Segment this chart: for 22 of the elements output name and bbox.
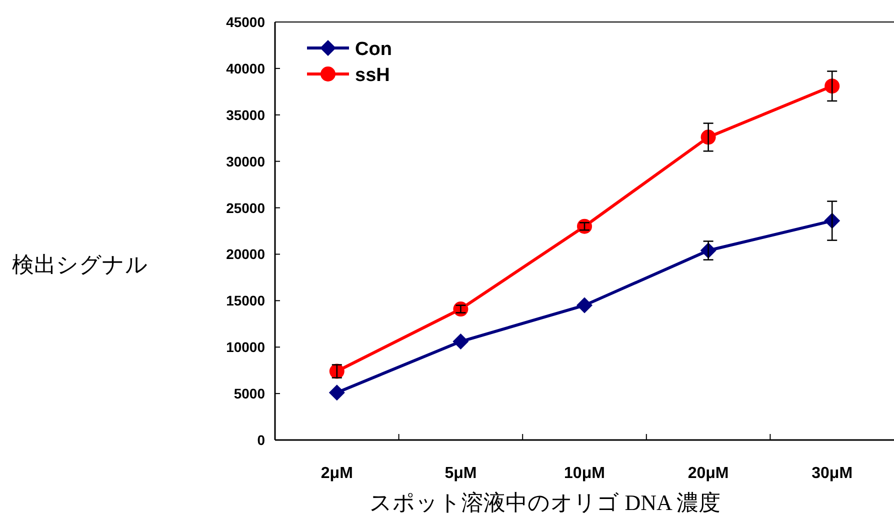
x-tick-label: 5μM <box>444 465 477 482</box>
y-tick-label: 15000 <box>226 292 266 309</box>
point <box>576 297 592 314</box>
x-tick-label: 20μM <box>688 465 729 482</box>
y-axis-title: 検出シグナル <box>12 252 148 277</box>
point <box>452 334 469 350</box>
y-tick-label: 10000 <box>226 339 266 356</box>
y-tick-label: 0 <box>257 432 266 448</box>
legend-label: ssH <box>355 65 390 86</box>
x-tick-label: 10μM <box>564 465 605 482</box>
x-axis-title: スポット溶液中のオリゴ DNA 濃度 <box>369 490 721 515</box>
x-tick-label: 30μM <box>812 465 853 482</box>
y-tick-label: 20000 <box>226 246 266 262</box>
legend-label: Con <box>355 39 392 60</box>
y-tick-label: 40000 <box>226 60 266 76</box>
x-tick-label: 2μM <box>320 465 353 482</box>
y-tick-label: 45000 <box>226 14 266 30</box>
point <box>328 384 345 401</box>
y-tick-label: 30000 <box>226 153 266 170</box>
y-tick-label: 5000 <box>234 386 266 402</box>
y-tick-label: 35000 <box>226 106 266 123</box>
y-tick-label: 25000 <box>226 200 266 216</box>
